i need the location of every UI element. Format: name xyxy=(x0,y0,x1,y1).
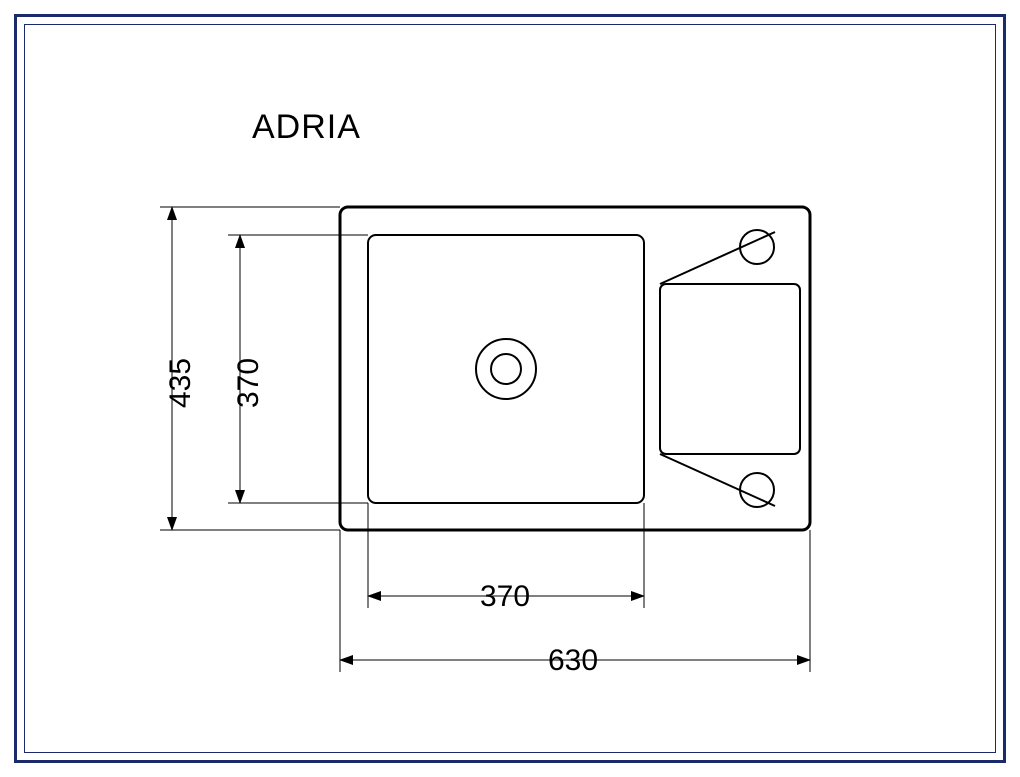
technical-drawing xyxy=(0,0,1020,777)
dim-label-370v: 370 xyxy=(232,358,266,408)
drainer-rect xyxy=(660,284,800,454)
dim-label-630: 630 xyxy=(548,644,598,678)
sink-outer-rect xyxy=(340,207,810,530)
tap-hole-bottom-circle xyxy=(740,473,774,507)
drain-outer-circle xyxy=(476,339,536,399)
dim-label-370h: 370 xyxy=(480,580,530,614)
drainer-diagonal-top xyxy=(660,232,775,284)
dim-label-435: 435 xyxy=(164,358,198,408)
drain-inner-circle xyxy=(491,354,521,384)
sink-bowl-rect xyxy=(368,235,644,503)
drainer-diagonal-bottom xyxy=(660,454,775,506)
